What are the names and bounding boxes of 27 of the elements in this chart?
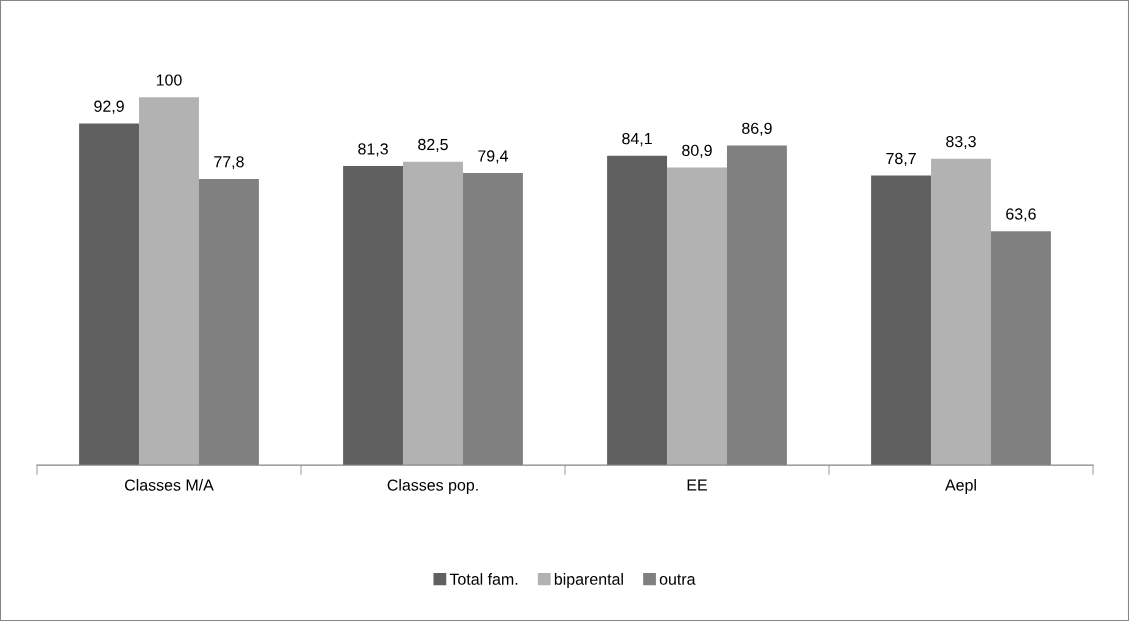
bar xyxy=(931,158,991,466)
data-label: 86,9 xyxy=(742,122,772,136)
legend-label: outra xyxy=(659,574,696,585)
bar xyxy=(667,167,727,466)
data-label: 100 xyxy=(156,74,182,86)
data-label: 78,7 xyxy=(886,152,916,167)
bar xyxy=(607,155,668,466)
bar xyxy=(343,166,404,466)
x-tick-label: EE xyxy=(687,479,707,491)
data-label: 81,3 xyxy=(358,143,388,157)
legend-label: Total fam. xyxy=(449,573,518,585)
data-label: 79,4 xyxy=(478,150,509,164)
x-tick-label: Classes pop. xyxy=(387,479,478,494)
bar xyxy=(139,97,199,466)
data-label: 80,9 xyxy=(682,144,712,158)
data-label: 63,6 xyxy=(1006,208,1036,222)
legend-label: biparental xyxy=(554,573,623,588)
data-label: 92,9 xyxy=(94,100,124,114)
data-label: 84,1 xyxy=(622,132,652,147)
bar xyxy=(79,123,140,466)
x-tick-label: Aepl xyxy=(945,479,976,494)
data-label: 83,3 xyxy=(946,135,976,150)
bar xyxy=(403,161,463,466)
data-label: 82,5 xyxy=(418,138,448,153)
data-label: 77,8 xyxy=(214,156,244,170)
bar xyxy=(871,175,932,466)
x-tick-label: Classes M/A xyxy=(124,479,214,491)
